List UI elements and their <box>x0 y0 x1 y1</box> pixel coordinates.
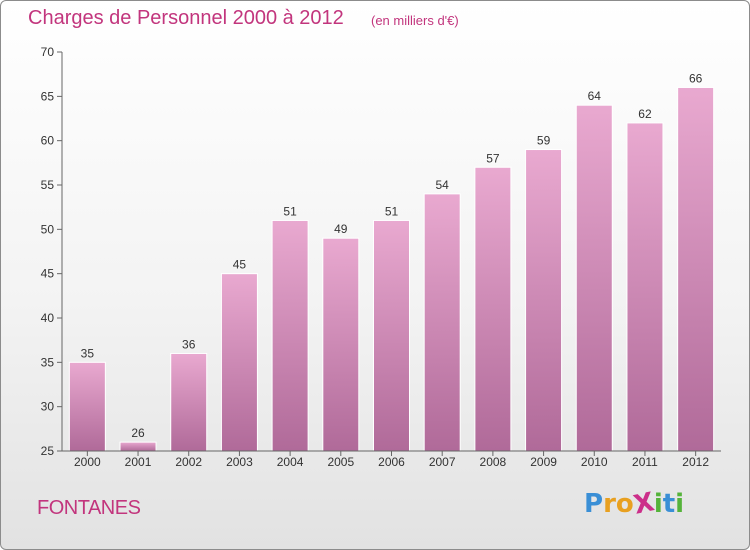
bar-value-label: 64 <box>588 89 602 103</box>
bar-value-label: 66 <box>689 71 703 85</box>
y-tick-label: 25 <box>41 444 55 458</box>
logo-letter: r <box>603 489 616 519</box>
y-tick-label: 35 <box>41 355 55 369</box>
x-tick-label: 2001 <box>125 455 152 469</box>
x-tick-label: 2005 <box>327 455 354 469</box>
x-tick-label: 2006 <box>378 455 405 469</box>
bar-value-label: 59 <box>537 134 551 148</box>
x-tick-label: 2011 <box>632 455 658 469</box>
y-tick-label: 70 <box>41 45 55 59</box>
bar <box>423 193 461 452</box>
bar <box>677 86 715 452</box>
bar <box>170 352 208 452</box>
bar-value-label: 49 <box>334 222 348 236</box>
bar <box>68 361 106 452</box>
logo-letter: P <box>584 489 604 519</box>
logo-letter: i <box>675 489 685 519</box>
y-tick-label: 45 <box>41 267 55 281</box>
bar-value-label: 57 <box>486 151 500 165</box>
bar <box>525 149 563 452</box>
chart-title: Charges de Personnel 2000 à 2012 <box>28 7 344 29</box>
bar-value-label: 45 <box>233 258 247 272</box>
bar <box>373 219 410 452</box>
y-tick-label: 55 <box>41 178 55 192</box>
bar <box>474 166 512 452</box>
x-tick-label: 2009 <box>530 455 557 469</box>
x-tick-label: 2007 <box>429 455 456 469</box>
bar <box>575 104 613 452</box>
x-tick-label: 2012 <box>682 455 709 469</box>
logo-letter: t <box>662 489 676 519</box>
bar-value-label: 62 <box>638 107 652 121</box>
chart-subtitle: (en milliers d'€) <box>371 13 459 28</box>
logo-letter: i <box>653 489 663 519</box>
bar-value-label: 36 <box>182 337 196 351</box>
bar <box>322 237 360 452</box>
place-name: FONTANES <box>37 497 141 519</box>
bar <box>119 441 157 452</box>
bar-value-label: 51 <box>385 204 399 218</box>
y-tick-label: 65 <box>41 89 55 103</box>
x-tick-label: 2002 <box>175 455 202 469</box>
bar <box>626 122 664 452</box>
x-tick-label: 2000 <box>74 455 101 469</box>
y-tick-label: 40 <box>41 311 55 325</box>
y-tick-label: 30 <box>41 400 55 414</box>
x-tick-label: 2004 <box>277 455 304 469</box>
bar-value-label: 26 <box>131 426 145 440</box>
bar <box>220 273 258 452</box>
x-tick-label: 2003 <box>226 455 253 469</box>
y-tick-label: 60 <box>41 134 55 148</box>
y-tick-label: 50 <box>41 222 55 236</box>
logo-letter: X <box>630 487 657 521</box>
x-tick-label: 2010 <box>581 455 608 469</box>
bar-value-label: 54 <box>436 178 450 192</box>
bar-value-label: 51 <box>283 204 297 218</box>
x-tick-label: 2008 <box>480 455 507 469</box>
proxiti-logo: ProXiti <box>584 487 685 521</box>
logo-letter: o <box>615 489 634 519</box>
bar-value-label: 35 <box>81 346 95 360</box>
bar <box>271 219 309 452</box>
